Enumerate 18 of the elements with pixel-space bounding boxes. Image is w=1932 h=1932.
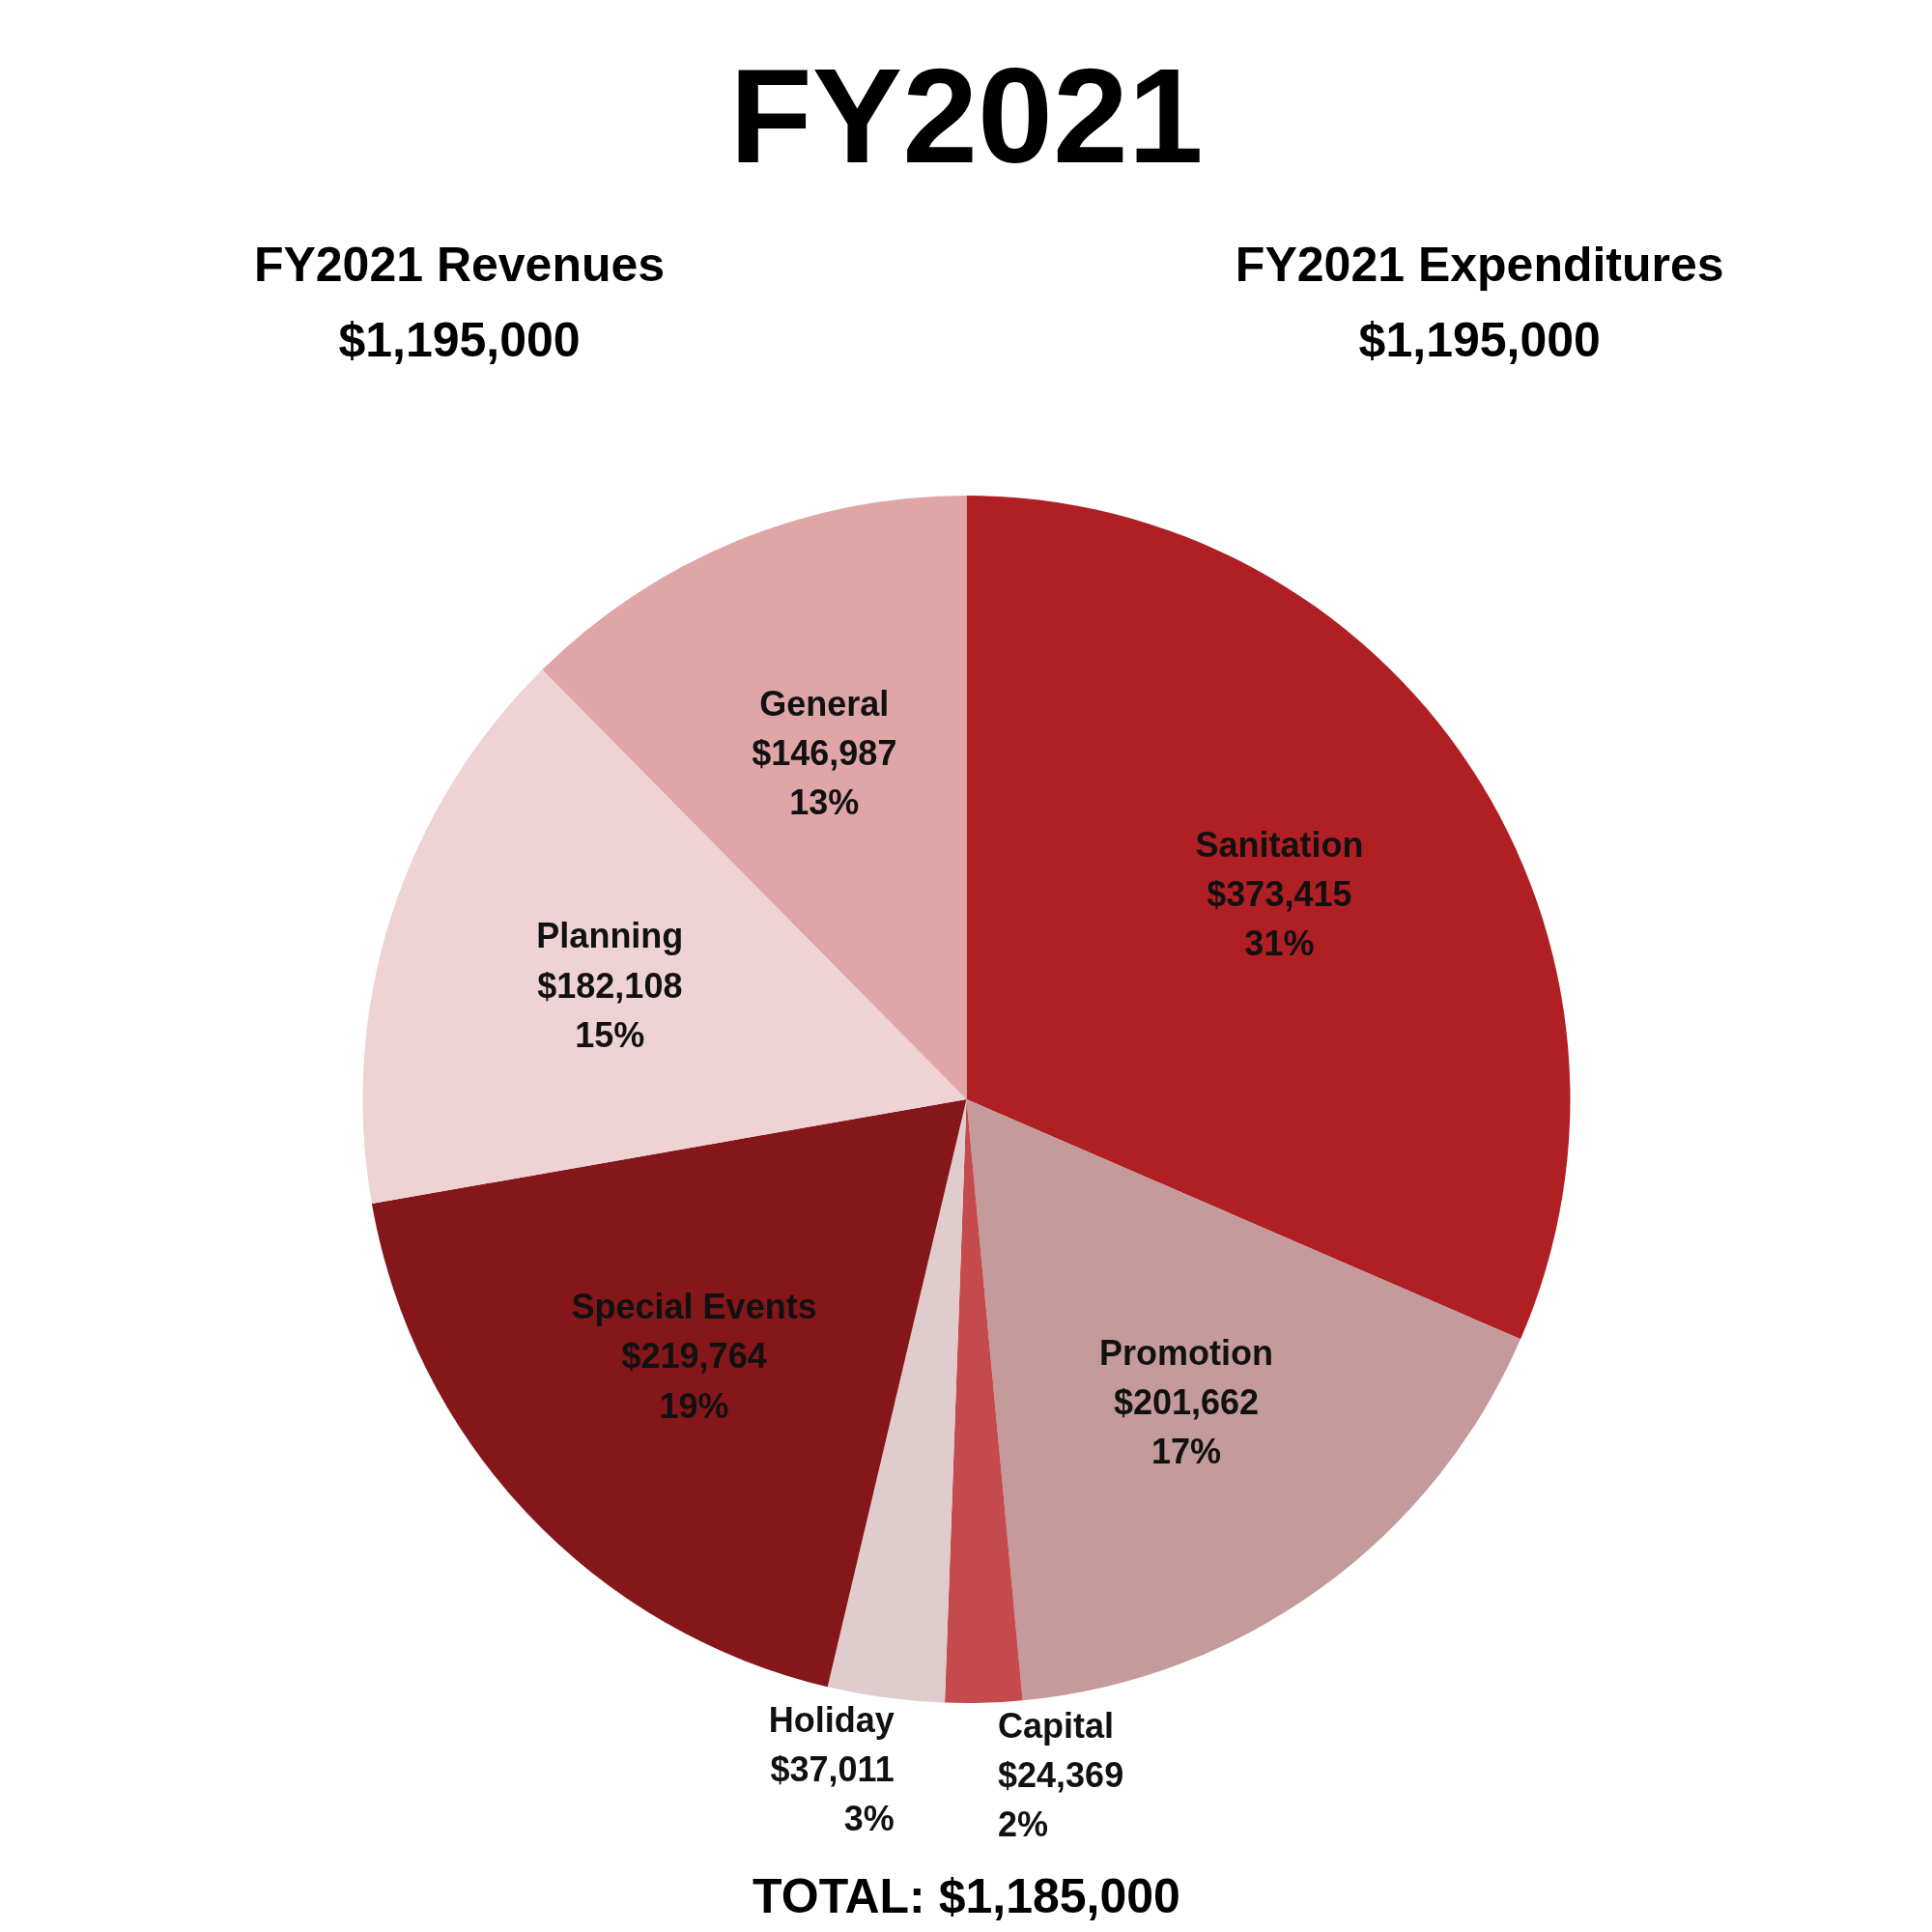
slice-label: Special Events — [571, 1287, 817, 1327]
slice-label: Planning — [536, 916, 684, 956]
data-label: $219,764 19% — [621, 1336, 767, 1426]
slice-label: Promotion — [1099, 1332, 1274, 1373]
text: FY2021 Expenditures $1,195,000 — [1235, 237, 1724, 368]
data-label: $373,415 31% — [1207, 873, 1352, 964]
slice-label: Sanitation — [1195, 824, 1364, 865]
data-label: $24,369 2% — [998, 1755, 1124, 1845]
chart-title: FY2021 — [729, 39, 1204, 191]
slice-label: Holiday — [768, 1699, 895, 1740]
text: TOTAL: $1,185,000 — [753, 1869, 1180, 1923]
slice-label: General — [759, 683, 890, 724]
slice-label: Capital — [998, 1705, 1115, 1746]
data-label: $37,011 3% — [770, 1749, 895, 1839]
data-label: $201,662 17% — [1113, 1382, 1260, 1472]
data-label: $182,108 15% — [537, 965, 683, 1055]
data-label: $146,987 13% — [752, 733, 897, 823]
text: FY2021 Revenues $1,195,000 — [253, 237, 666, 368]
